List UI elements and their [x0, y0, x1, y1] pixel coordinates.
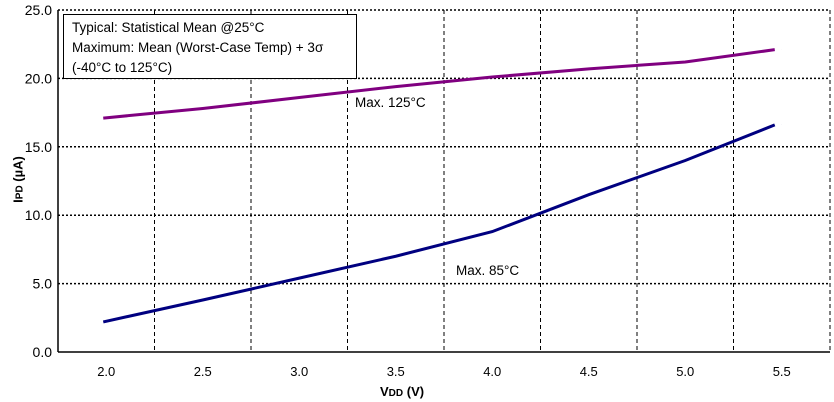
legend-line: Maximum: Mean (Worst-Case Temp) + 3σ: [72, 40, 324, 55]
x-label-sub: DD: [388, 388, 404, 399]
series-label-85c: Max. 85°C: [456, 263, 520, 278]
y-label-main: I: [10, 199, 26, 203]
y-tick-label: 20.0: [25, 70, 52, 86]
x-tick-label: 4.0: [483, 364, 501, 379]
series-line-0: [103, 48, 775, 120]
legend-box: Typical: Statistical Mean @25°C Maximum:…: [63, 14, 357, 79]
series-line-1: [102, 123, 776, 324]
x-tick-label: 3.5: [387, 364, 405, 379]
y-label-unit: (µA): [10, 156, 26, 186]
x-label-main: V: [380, 384, 389, 399]
y-label-sub: PD: [14, 185, 26, 200]
x-tick-label: 2.0: [97, 364, 115, 379]
x-tick-label: 5.0: [676, 364, 694, 379]
x-tick-label: 2.5: [194, 364, 212, 379]
series-label-125c: Max. 125°C: [355, 95, 426, 110]
y-tick-label: 10.0: [25, 207, 52, 223]
y-axis-label: IPD (µA): [11, 140, 26, 220]
x-label-unit: (V): [403, 384, 425, 399]
x-axis-label: VDD (V): [380, 384, 424, 399]
x-tick-label: 5.5: [773, 364, 791, 379]
y-tick-label: 15.0: [25, 139, 52, 155]
x-tick-label: 3.0: [290, 364, 308, 379]
x-tick-label: 4.5: [580, 364, 598, 379]
y-tick-label: 0.0: [33, 344, 53, 360]
legend-line: (-40°C to 125°C): [72, 60, 173, 75]
legend-line: Typical: Statistical Mean @25°C: [72, 20, 265, 35]
y-tick-label: 25.0: [25, 2, 52, 18]
y-tick-label: 5.0: [33, 276, 53, 292]
